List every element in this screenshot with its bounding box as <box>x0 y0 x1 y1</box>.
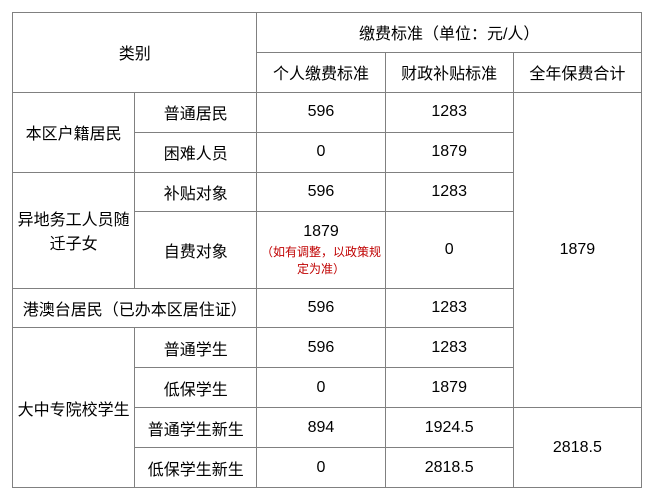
cell-subsidy: 1283 <box>385 172 513 212</box>
group-label: 异地务工人员随迁子女 <box>13 172 135 288</box>
subcategory: 普通居民 <box>135 92 257 132</box>
header-standard: 缴费标准（单位：元/人） <box>257 13 642 53</box>
subcategory: 低保学生 <box>135 368 257 408</box>
cell-subsidy: 1879 <box>385 132 513 172</box>
header-subsidy: 财政补贴标准 <box>385 52 513 92</box>
fee-standard-table: 类别 缴费标准（单位：元/人） 个人缴费标准 财政补贴标准 全年保费合计 本区户… <box>12 12 642 488</box>
cell-value: 1879 <box>303 223 339 240</box>
cell-note: （如有调整，以政策规定为准） <box>259 243 382 277</box>
group-label: 大中专院校学生 <box>13 328 135 488</box>
table-row: 本区户籍居民 普通居民 596 1283 1879 <box>13 92 642 132</box>
cell-subsidy: 2818.5 <box>385 448 513 488</box>
subcategory: 低保学生新生 <box>135 448 257 488</box>
cell-personal: 0 <box>257 448 385 488</box>
cell-subsidy: 0 <box>385 212 513 288</box>
cell-subsidy: 1283 <box>385 328 513 368</box>
cell-personal: 894 <box>257 408 385 448</box>
cell-personal: 596 <box>257 172 385 212</box>
header-personal: 个人缴费标准 <box>257 52 385 92</box>
cell-personal: 596 <box>257 92 385 132</box>
cell-personal: 1879 （如有调整，以政策规定为准） <box>257 212 385 288</box>
header-total: 全年保费合计 <box>513 52 641 92</box>
header-category: 类别 <box>13 13 257 93</box>
cell-subsidy: 1924.5 <box>385 408 513 448</box>
subcategory: 普通学生 <box>135 328 257 368</box>
group-label: 港澳台居民（已办本区居住证） <box>13 288 257 328</box>
cell-subsidy: 1283 <box>385 92 513 132</box>
subcategory: 补贴对象 <box>135 172 257 212</box>
cell-subsidy: 1283 <box>385 288 513 328</box>
cell-total-upper: 1879 <box>513 92 641 407</box>
subcategory: 自费对象 <box>135 212 257 288</box>
cell-subsidy: 1879 <box>385 368 513 408</box>
subcategory: 普通学生新生 <box>135 408 257 448</box>
cell-personal: 596 <box>257 328 385 368</box>
subcategory: 困难人员 <box>135 132 257 172</box>
cell-personal: 596 <box>257 288 385 328</box>
cell-personal: 0 <box>257 132 385 172</box>
group-label: 本区户籍居民 <box>13 92 135 172</box>
cell-personal: 0 <box>257 368 385 408</box>
cell-total-lower: 2818.5 <box>513 408 641 488</box>
